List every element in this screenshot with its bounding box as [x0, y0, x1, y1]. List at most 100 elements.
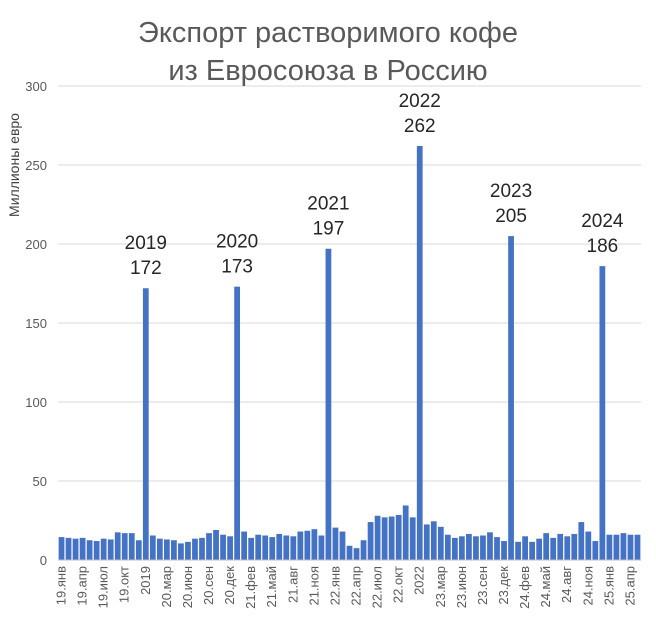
- annotation-value: 172: [130, 258, 162, 279]
- bar: [536, 538, 543, 560]
- bar: [599, 266, 606, 560]
- bar: [466, 533, 472, 560]
- x-tick-label: 21.ноя: [306, 566, 321, 606]
- bar: [163, 539, 170, 560]
- bar: [107, 539, 114, 560]
- bar: [402, 505, 409, 560]
- bar: [72, 538, 79, 560]
- y-tick-label: 50: [33, 474, 47, 489]
- bar: [304, 530, 311, 560]
- y-tick-label: 0: [40, 553, 47, 568]
- annotation-year: 2020: [216, 232, 258, 253]
- x-tick-label: 23.июн: [454, 566, 469, 608]
- bar: [480, 535, 486, 560]
- bar: [381, 517, 388, 560]
- bar: [192, 538, 198, 560]
- annotation-value: 262: [404, 116, 436, 137]
- bar: [199, 537, 205, 560]
- x-tick-label: 25.янв: [601, 566, 616, 605]
- y-tick-label: 300: [25, 79, 47, 94]
- bar: [606, 534, 613, 560]
- x-tick-label: 23.сен: [475, 566, 490, 605]
- x-tick-label: 20.дек: [222, 566, 237, 605]
- bar: [459, 536, 465, 560]
- bar: [571, 533, 578, 560]
- x-tick-label: 24.фев: [517, 566, 532, 609]
- x-tick-label: 24.май: [538, 566, 553, 608]
- y-tick-label: 150: [25, 316, 47, 331]
- bar: [501, 541, 507, 560]
- bar: [79, 537, 86, 560]
- bar: [332, 527, 339, 560]
- annotation-value: 186: [587, 236, 619, 257]
- bar: [473, 536, 479, 560]
- x-tick-label: 19.окт: [117, 566, 132, 603]
- bar: [178, 543, 184, 560]
- y-tick-labels: 0 50 100 150 200 250 300: [25, 79, 47, 568]
- bar: [248, 537, 255, 560]
- bar: [206, 533, 212, 560]
- x-tick-label: 22.янв: [327, 566, 342, 605]
- x-tick-label: 23.мар: [433, 566, 448, 607]
- bar: [297, 531, 304, 560]
- annotation-year: 2024: [581, 211, 624, 232]
- bar: [395, 514, 402, 560]
- x-tick-label: 22.июл: [370, 566, 385, 608]
- bar: [234, 286, 240, 560]
- x-tick-label: 22.окт: [391, 566, 406, 603]
- bar: [114, 532, 121, 560]
- annotation-value: 173: [221, 257, 253, 278]
- bar: [121, 533, 128, 560]
- bar: [388, 516, 395, 560]
- bar: [367, 522, 374, 560]
- y-axis-label: Миллионы евро: [6, 113, 22, 217]
- bar: [142, 288, 149, 560]
- bar: [100, 538, 107, 560]
- bar: [451, 537, 458, 560]
- bar: [585, 531, 592, 560]
- x-tick-label: 21.май: [264, 566, 279, 608]
- bar: [269, 537, 276, 560]
- x-tick-label: 19.апр: [75, 566, 90, 606]
- annotation-year: 2022: [399, 91, 441, 112]
- chart-title-line-1: Экспорт растворимого кофе: [138, 17, 518, 49]
- bar: [325, 248, 332, 561]
- x-tick-label: 22.апр: [349, 566, 364, 606]
- bar: [255, 534, 262, 560]
- bar: [423, 524, 430, 560]
- bar: [283, 535, 290, 560]
- bar: [93, 541, 100, 560]
- x-tick-label: 20.мар: [159, 566, 174, 607]
- bar: [58, 537, 65, 560]
- bar: [353, 548, 360, 560]
- bar: [522, 536, 528, 560]
- bar: [508, 236, 514, 560]
- bar: [86, 540, 93, 560]
- x-tick-label: 19.июл: [96, 566, 111, 608]
- bar: [374, 515, 381, 560]
- bar: [135, 540, 142, 560]
- annotation-year: 2019: [125, 233, 167, 254]
- bar: [437, 526, 444, 560]
- bar: [634, 534, 641, 560]
- bars: [58, 146, 641, 561]
- annotation-value: 205: [495, 206, 527, 227]
- bar: [185, 541, 191, 560]
- bar: [515, 541, 521, 560]
- bar: [339, 531, 346, 560]
- bar: [494, 537, 500, 560]
- y-tick-label: 200: [25, 237, 47, 252]
- annotation-value: 197: [313, 219, 345, 240]
- x-tick-label: 20.сен: [201, 566, 216, 605]
- bar: [529, 541, 536, 560]
- annotation-year: 2021: [307, 194, 349, 215]
- bar: [276, 533, 283, 560]
- bar: [360, 540, 367, 560]
- bar: [620, 533, 627, 560]
- bar: [128, 533, 135, 560]
- bar: [318, 535, 325, 560]
- annotation-year: 2023: [490, 181, 532, 202]
- bar: [416, 146, 423, 561]
- x-tick-label: 25.апр: [622, 566, 637, 606]
